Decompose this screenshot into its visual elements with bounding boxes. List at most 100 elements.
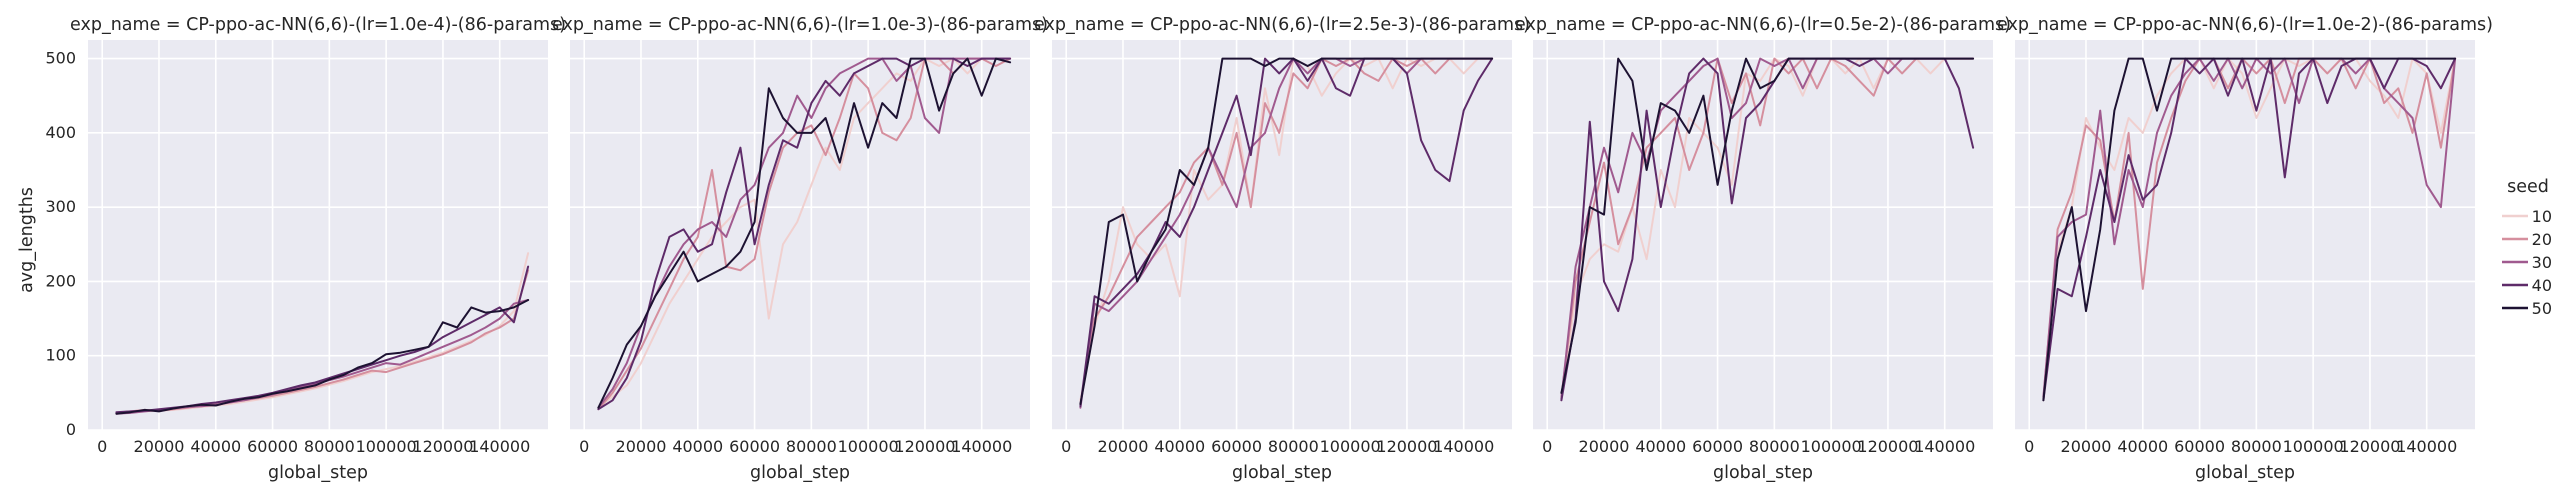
series-group bbox=[1560, 57, 1975, 402]
series-line-seed-40 bbox=[2042, 57, 2457, 402]
x-tick-label: 0 bbox=[2024, 437, 2034, 456]
x-tick-label: 140000 bbox=[2396, 437, 2457, 456]
legend: seed 10 20 30 40 50 bbox=[2502, 177, 2552, 318]
panel-background bbox=[1533, 40, 1993, 430]
x-tick-label: 80000 bbox=[1268, 437, 1319, 456]
panel-title: exp_name = CP-ppo-ac-NN(6,6)-(lr=0.5e-2)… bbox=[1515, 15, 2011, 35]
series-group bbox=[597, 57, 1012, 411]
x-tick-label: 100000 bbox=[1801, 437, 1862, 456]
series-line-seed-50 bbox=[1560, 57, 1975, 394]
legend-label: 50 bbox=[2532, 299, 2552, 318]
x-tick-label: 0 bbox=[579, 437, 589, 456]
series-line-seed-50 bbox=[2042, 57, 2457, 402]
panel-background bbox=[2015, 40, 2475, 430]
legend-entry: 10 bbox=[2502, 207, 2552, 226]
x-tick-label: 0 bbox=[1061, 437, 1071, 456]
series-line-seed-50 bbox=[597, 57, 1012, 409]
legend-label: 20 bbox=[2532, 230, 2552, 249]
x-tick-label: 80000 bbox=[2231, 437, 2282, 456]
x-tick-label: 120000 bbox=[1376, 437, 1437, 456]
panel-title: exp_name = CP-ppo-ac-NN(6,6)-(lr=1.0e-4)… bbox=[70, 15, 566, 35]
x-tick-label: 0 bbox=[97, 437, 107, 456]
y-tick-label: 100 bbox=[45, 346, 76, 365]
x-tick-label: 80000 bbox=[1749, 437, 1800, 456]
legend-entry: 30 bbox=[2502, 253, 2552, 272]
x-tick-label: 140000 bbox=[469, 437, 530, 456]
series-line-seed-50 bbox=[115, 299, 530, 415]
series-group bbox=[115, 252, 530, 415]
legend-entries: 10 20 30 40 50 bbox=[2502, 207, 2552, 318]
series-group bbox=[1079, 57, 1494, 409]
x-tick-label: 40000 bbox=[2117, 437, 2168, 456]
x-tick-label: 100000 bbox=[838, 437, 899, 456]
panel-background bbox=[88, 40, 548, 430]
x-tick-label: 140000 bbox=[1433, 437, 1494, 456]
series-group bbox=[2042, 57, 2457, 402]
panel-title: exp_name = CP-ppo-ac-NN(6,6)-(lr=2.5e-3)… bbox=[1034, 15, 1530, 35]
x-tick-label: 60000 bbox=[1692, 437, 1743, 456]
x-axis-label: global_step bbox=[1232, 463, 1332, 483]
x-tick-label: 140000 bbox=[951, 437, 1012, 456]
x-tick-label: 120000 bbox=[2339, 437, 2400, 456]
x-tick-label: 20000 bbox=[2061, 437, 2112, 456]
x-tick-label: 120000 bbox=[894, 437, 955, 456]
x-tick-label: 100000 bbox=[2283, 437, 2344, 456]
x-axis-label: global_step bbox=[1713, 463, 1813, 483]
x-tick-label: 20000 bbox=[616, 437, 667, 456]
panel-background bbox=[1052, 40, 1512, 430]
x-tick-label: 40000 bbox=[672, 437, 723, 456]
x-tick-label: 120000 bbox=[412, 437, 473, 456]
legend-label: 40 bbox=[2532, 276, 2552, 295]
x-tick-label: 60000 bbox=[247, 437, 298, 456]
x-tick-label: 100000 bbox=[1320, 437, 1381, 456]
series-line-seed-20 bbox=[1079, 57, 1494, 405]
x-axis-label: global_step bbox=[750, 463, 850, 483]
panel-title: exp_name = CP-ppo-ac-NN(6,6)-(lr=1.0e-3)… bbox=[552, 15, 1048, 35]
series-line-seed-40 bbox=[597, 57, 1012, 411]
legend-label: 10 bbox=[2532, 207, 2552, 226]
series-line-seed-20 bbox=[2042, 57, 2457, 400]
series-line-seed-10 bbox=[597, 57, 1012, 409]
y-tick-label: 400 bbox=[45, 123, 76, 142]
x-tick-label: 120000 bbox=[1857, 437, 1918, 456]
x-tick-label: 40000 bbox=[190, 437, 241, 456]
legend-title: seed bbox=[2507, 177, 2549, 197]
legend-entry: 40 bbox=[2502, 276, 2552, 295]
series-line-seed-30 bbox=[2042, 57, 2457, 398]
x-tick-label: 40000 bbox=[1154, 437, 1205, 456]
x-tick-label: 60000 bbox=[2174, 437, 2225, 456]
legend-label: 30 bbox=[2532, 253, 2552, 272]
x-tick-label: 20000 bbox=[1579, 437, 1630, 456]
panel-background bbox=[570, 40, 1030, 430]
y-tick-label: 200 bbox=[45, 271, 76, 290]
x-tick-label: 100000 bbox=[356, 437, 417, 456]
panels-group: 0 20000 40000 60000 80000 1000001200001400000… bbox=[45, 15, 2492, 483]
x-tick-label: 0 bbox=[1542, 437, 1552, 456]
x-axis-label: global_step bbox=[268, 463, 368, 483]
legend-entry: 50 bbox=[2502, 299, 2552, 318]
x-tick-label: 80000 bbox=[786, 437, 837, 456]
y-axis-label: avg_lengths bbox=[17, 187, 37, 293]
y-tick-label: 0 bbox=[66, 420, 76, 439]
x-tick-label: 60000 bbox=[729, 437, 780, 456]
panel-title: exp_name = CP-ppo-ac-NN(6,6)-(lr=1.0e-2)… bbox=[1997, 15, 2493, 35]
x-tick-label: 140000 bbox=[1914, 437, 1975, 456]
y-tick-label: 500 bbox=[45, 49, 76, 68]
y-axis-label-group: avg_lengths bbox=[17, 187, 37, 293]
series-line-seed-50 bbox=[1079, 57, 1494, 405]
series-line-seed-20 bbox=[597, 57, 1012, 411]
x-axis-label: global_step bbox=[2195, 463, 2295, 483]
x-tick-label: 80000 bbox=[304, 437, 355, 456]
legend-entry: 20 bbox=[2502, 230, 2552, 249]
x-tick-label: 40000 bbox=[1635, 437, 1686, 456]
x-tick-label: 20000 bbox=[134, 437, 185, 456]
y-tick-label: 300 bbox=[45, 197, 76, 216]
series-line-seed-30 bbox=[597, 57, 1012, 409]
x-tick-label: 60000 bbox=[1211, 437, 1262, 456]
